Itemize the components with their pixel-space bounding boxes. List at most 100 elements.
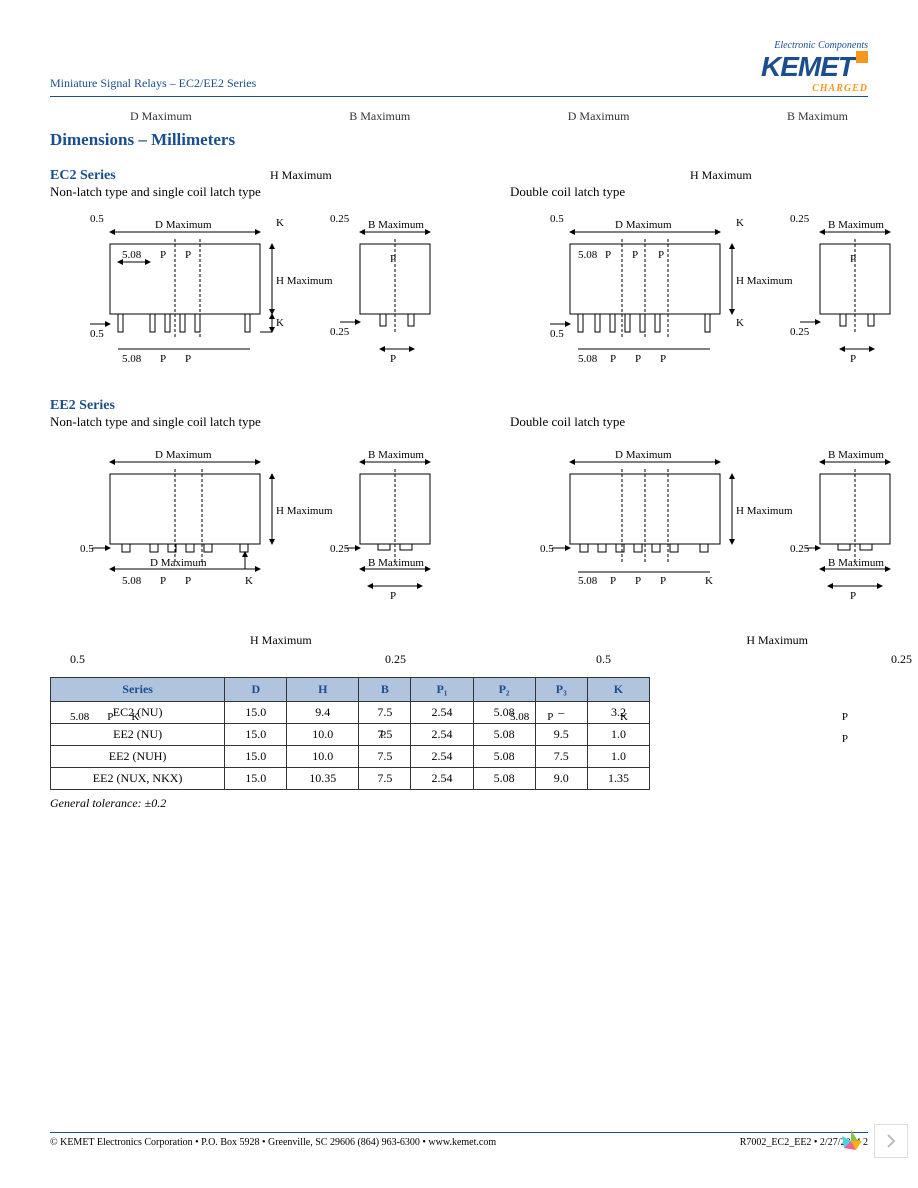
th-h: H (287, 678, 359, 702)
ec2l-b508: 5.08 (122, 353, 142, 365)
ee2r-h: H Maximum (736, 505, 793, 517)
ee2r-025: 0.25 (790, 543, 810, 555)
table-header-row: Series D H B P₁ P₂ P₃ K (51, 678, 650, 702)
ee2r-bk: K (705, 575, 713, 587)
ec2r-p3: P (658, 249, 664, 261)
ec2r-b: B Maximum (828, 219, 884, 231)
ee2-left-label: Non-latch type and single coil latch typ… (50, 414, 470, 430)
ec2-hmax-ghost-left: H Maximum (270, 168, 332, 183)
footer-left: © KEMET Electronics Corporation • P.O. B… (50, 1137, 496, 1148)
ee2l-bk: K (245, 575, 253, 587)
ghost-top-labels: D Maximum B Maximum D Maximum B Maximum (130, 109, 848, 124)
table-overlay-mid: 5.08 P (510, 711, 553, 723)
ee2l-b: B Maximum (368, 449, 424, 461)
ec2r-sp2: P (850, 353, 856, 365)
table-cell: 9.4 (287, 702, 359, 724)
ov-ap: P (107, 711, 113, 723)
ec2r-025t: 0.25 (790, 213, 810, 225)
ov-bp2: P (842, 711, 848, 723)
dimensions-table: Series D H B P₁ P₂ P₃ K EC2 (NU)15.09.47… (50, 677, 650, 790)
ee2r-sp: P (850, 590, 856, 602)
ov-b508: 5.08 (510, 711, 529, 723)
ec2-right-diagram: D Maximum 5.08 P P P H Maximum K K 0.5 0… (510, 204, 918, 378)
table-cell: 3.2 (587, 702, 649, 724)
table-overlay-left: 5.08 P K (70, 711, 139, 723)
ec2l-025: 0.25 (330, 326, 350, 338)
gm-h2: H Maximum (746, 633, 808, 648)
ee2l-05: 0.5 (80, 543, 94, 555)
th-p2: P₂ (473, 678, 535, 702)
ec2l-d: D Maximum (155, 219, 212, 231)
table-cell: 7.5 (535, 746, 587, 768)
section-title: Dimensions – Millimeters (50, 130, 868, 150)
ec2l-025t: 0.25 (330, 213, 350, 225)
table-cell: 10.0 (287, 746, 359, 768)
ec2l-h: H Maximum (276, 275, 333, 287)
ec2-left-diagram: D Maximum 5.08 P P H Maximum K K 0.5 0.5 (50, 204, 470, 378)
ghost-mid-05: 0.5 0.25 0.5 0.25 (70, 652, 828, 667)
ee2-left-svg: D Maximum H Maximum 0.5 D Maximum 5.08 P… (50, 434, 460, 609)
ov-a508: 5.08 (70, 711, 89, 723)
tolerance-note: General tolerance: ±0.2 (50, 796, 868, 811)
ee2r-b508: 5.08 (578, 575, 598, 587)
ee2-series-title: EE2 Series (50, 398, 868, 414)
ee2l-bp1: P (160, 575, 166, 587)
table-cell: 15.0 (225, 724, 287, 746)
ec2r-508: 5.08 (578, 249, 598, 261)
ee2l-bp2: P (185, 575, 191, 587)
table-cell: 5.08 (473, 768, 535, 790)
th-p1: P₁ (411, 678, 473, 702)
ov-bp: P (547, 711, 553, 723)
table-cell: 15.0 (225, 746, 287, 768)
ee2l-bm: B Maximum (368, 557, 424, 569)
chevron-right-icon (886, 1134, 896, 1148)
ec2r-05: 0.5 (550, 328, 564, 340)
table-row: EE2 (NUX, NKX)15.010.357.52.545.089.01.3… (51, 768, 650, 790)
ee2r-bp2: P (635, 575, 641, 587)
ov-ap2: P (380, 729, 386, 741)
ec2-right-svg: D Maximum 5.08 P P P H Maximum K K 0.5 0… (510, 204, 918, 374)
table-cell: 7.5 (359, 768, 411, 790)
table-cell: 7.5 (359, 746, 411, 768)
ec2r-025: 0.25 (790, 326, 810, 338)
ec2r-bp3: P (660, 353, 666, 365)
ec2r-b508: 5.08 (578, 353, 598, 365)
gm-05b: 0.5 (596, 652, 611, 667)
ec2l-sp2: P (390, 353, 396, 365)
table-cell: 2.54 (411, 768, 473, 790)
table-cell: 2.54 (411, 746, 473, 768)
ghost-d2: D Maximum (568, 109, 630, 124)
ee2-right-label: Double coil latch type (510, 414, 918, 430)
gm-025a: 0.25 (385, 652, 406, 667)
ec2-hmax-ghost-right: H Maximum (690, 168, 752, 183)
ec2l-bp2: P (185, 353, 191, 365)
table-cell: 10.0 (287, 724, 359, 746)
breadcrumb: Miniature Signal Relays – EC2/EE2 Series (50, 40, 256, 91)
th-p3: P₃ (535, 678, 587, 702)
ec2l-p1: P (160, 249, 166, 261)
ov-bk: K (620, 711, 628, 723)
table-cell: 9.5 (535, 724, 587, 746)
ec2l-bp1: P (160, 353, 166, 365)
ec2l-p2: P (185, 249, 191, 261)
th-k: K (587, 678, 649, 702)
ghost-b2: B Maximum (787, 109, 848, 124)
table-cell: 2.54 (411, 702, 473, 724)
ee2l-b508: 5.08 (122, 575, 142, 587)
ee2-right-diagram: D Maximum H Maximum 0.5 5.08 P P P K (510, 434, 918, 613)
table-cell: 1.35 (587, 768, 649, 790)
th-series: Series (51, 678, 225, 702)
ec2-left-label: Non-latch type and single coil latch typ… (50, 184, 470, 200)
ec2-left-svg: D Maximum 5.08 P P H Maximum K K 0.5 0.5 (50, 204, 460, 374)
next-page-button[interactable] (874, 1124, 908, 1158)
ec2l-b: B Maximum (368, 219, 424, 231)
th-d: D (225, 678, 287, 702)
ov-bp3: P (842, 733, 848, 745)
ee2r-d: D Maximum (615, 449, 672, 461)
table-cell: 9.0 (535, 768, 587, 790)
ec2r-05t: 0.5 (550, 213, 564, 225)
ec2l-508: 5.08 (122, 249, 142, 261)
ee2l-h: H Maximum (276, 505, 333, 517)
table-cell: 15.0 (225, 702, 287, 724)
ghost-mid-hmax: H Maximum H Maximum (250, 633, 808, 648)
